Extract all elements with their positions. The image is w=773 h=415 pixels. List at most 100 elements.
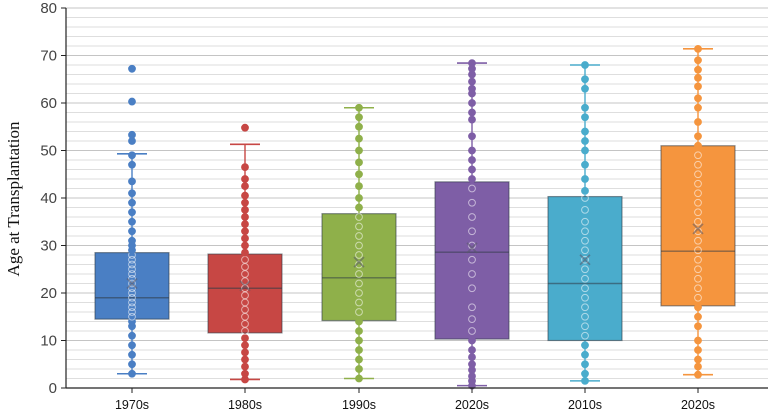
data-point	[694, 355, 702, 364]
data-point	[468, 315, 476, 324]
data-point	[468, 353, 476, 362]
data-point	[581, 84, 589, 93]
data-point	[128, 308, 136, 316]
mean-marker	[239, 280, 251, 292]
data-point	[355, 146, 363, 155]
data-point	[355, 158, 363, 167]
data-point	[468, 270, 476, 278]
x-tick-label: 2010s	[568, 398, 602, 412]
data-point	[128, 265, 136, 274]
y-tick-label: 80	[40, 0, 57, 17]
y-tick-label: 50	[40, 143, 57, 160]
data-point	[468, 108, 476, 117]
data-point	[241, 213, 249, 221]
data-point	[694, 65, 702, 74]
data-point	[355, 298, 363, 307]
data-point	[468, 227, 476, 236]
grid-lines	[66, 7, 768, 389]
data-point	[694, 246, 702, 255]
data-point	[128, 360, 136, 369]
data-point	[581, 265, 589, 274]
data-point	[128, 260, 136, 269]
data-point	[468, 84, 476, 93]
y-tick-label: 30	[40, 238, 57, 255]
data-point	[355, 241, 363, 250]
data-point	[355, 327, 363, 335]
data-point	[581, 217, 589, 226]
y-axis-title: Age at Transplantation	[4, 121, 23, 276]
data-point	[241, 369, 249, 378]
mean-marker	[126, 277, 138, 290]
data-point	[694, 284, 702, 293]
data-point	[241, 198, 249, 207]
x-tick-label: 1970s	[115, 398, 149, 412]
data-point	[355, 251, 363, 259]
data-point	[694, 336, 702, 345]
data-point	[581, 137, 589, 145]
data-point	[468, 132, 476, 141]
data-point	[128, 350, 136, 359]
data-point	[468, 99, 476, 107]
data-point	[128, 236, 136, 245]
data-point	[694, 44, 702, 53]
data-point	[581, 160, 589, 169]
data-point	[128, 227, 136, 236]
data-point	[128, 279, 136, 288]
data-point	[355, 203, 363, 212]
data-point	[581, 61, 589, 69]
mean-marker	[692, 223, 704, 235]
data-point	[355, 374, 363, 383]
data-point	[128, 177, 136, 186]
axes: 0 10 20 30 40 50 60 70 80 1970s 1980s 1990s 2020s 201…	[40, 0, 768, 412]
data-point	[128, 270, 136, 278]
data-point	[128, 151, 136, 160]
data-point	[355, 134, 363, 143]
y-tick-label: 10	[40, 333, 57, 350]
box-group	[321, 103, 397, 383]
data-point	[694, 322, 702, 331]
data-point	[241, 182, 249, 191]
data-point	[128, 130, 136, 139]
data-point	[581, 227, 589, 236]
data-point	[128, 160, 136, 169]
data-point	[581, 103, 589, 112]
box-group	[547, 61, 623, 385]
box-group	[207, 123, 283, 384]
data-point	[128, 217, 136, 226]
data-point	[694, 73, 702, 82]
data-point	[694, 151, 702, 160]
data-point	[241, 123, 249, 132]
data-point	[355, 279, 363, 288]
data-point	[694, 236, 702, 245]
data-point	[694, 82, 702, 91]
data-point	[581, 127, 589, 136]
data-point	[694, 208, 702, 217]
y-tick-label: 20	[40, 285, 57, 302]
data-point	[355, 336, 363, 345]
x-tick-label: 2020s	[681, 398, 715, 412]
data-point	[468, 175, 476, 183]
data-point	[581, 360, 589, 369]
data-point	[694, 265, 702, 274]
data-point	[581, 369, 589, 378]
mean-marker	[353, 256, 365, 268]
data-point	[128, 274, 136, 283]
data-point	[694, 362, 702, 371]
data-point	[694, 370, 702, 379]
data-point	[355, 113, 363, 122]
data-point	[581, 236, 589, 245]
data-point	[468, 360, 476, 369]
data-point	[581, 341, 589, 350]
data-point	[468, 327, 476, 335]
data-point	[128, 293, 136, 302]
data-point	[694, 189, 702, 198]
data-point	[581, 113, 589, 122]
data-point	[581, 255, 589, 264]
data-point	[355, 270, 363, 278]
data-point	[694, 255, 702, 264]
data-point	[694, 312, 702, 321]
data-point	[694, 217, 702, 226]
data-point	[581, 322, 589, 331]
data-point	[355, 317, 363, 326]
